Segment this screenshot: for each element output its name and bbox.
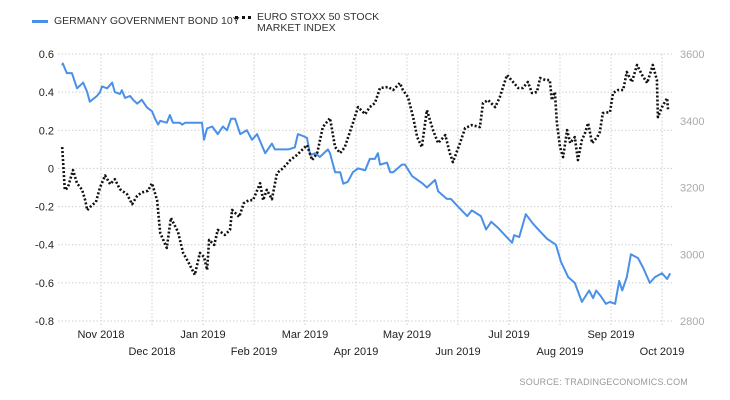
legend-swatch-bond [32, 20, 48, 23]
y-left-tick-label: -0.4 [35, 240, 54, 252]
y-left-tick-label: -0.6 [35, 278, 54, 290]
y-right-tick-label: 3600 [680, 49, 704, 61]
y-left-tick-label: 0.4 [39, 87, 54, 99]
y-right-tick-label: 2800 [680, 316, 704, 328]
y-left-tick-label: 0.6 [39, 49, 54, 61]
x-tick-label: Jan 2019 [180, 329, 225, 341]
x-tick-label: Jul 2019 [488, 329, 530, 341]
y-left-tick-label: -0.2 [35, 202, 54, 214]
x-tick-label: Aug 2019 [536, 346, 583, 358]
x-tick-label: Feb 2019 [231, 346, 277, 358]
source-label: SOURCE: TRADINGECONOMICS.COM [519, 377, 688, 387]
x-tick-label: Oct 2019 [640, 346, 685, 358]
x-tick-label: May 2019 [383, 329, 431, 341]
y-right-tick-label: 3400 [680, 116, 704, 128]
y-left-tick-label: 0 [48, 163, 54, 175]
x-tick-label: Dec 2018 [128, 346, 175, 358]
legend-item-bond[interactable]: GERMANY GOVERNMENT BOND 10Y [32, 16, 240, 27]
y-left-tick-label: -0.8 [35, 316, 54, 328]
x-tick-label: Jun 2019 [435, 346, 480, 358]
y-right-tick-label: 3000 [680, 249, 704, 261]
x-tick-label: Mar 2019 [282, 329, 328, 341]
x-tick-label: Apr 2019 [334, 346, 379, 358]
legend-label-stoxx: EURO STOXX 50 STOCK MARKET INDEX [257, 11, 380, 34]
y-right-tick-label: 3200 [680, 183, 704, 195]
series-line-bond [61, 62, 672, 305]
legend-swatch-stoxx [235, 16, 251, 19]
series-line-stoxx [60, 63, 670, 277]
y-left-tick-label: 0.2 [39, 125, 54, 137]
x-tick-label: Sep 2019 [587, 329, 634, 341]
legend-label-bond: GERMANY GOVERNMENT BOND 10Y [54, 15, 240, 27]
x-tick-label: Nov 2018 [77, 329, 124, 341]
legend-item-stoxx[interactable]: EURO STOXX 50 STOCK MARKET INDEX [235, 12, 387, 34]
